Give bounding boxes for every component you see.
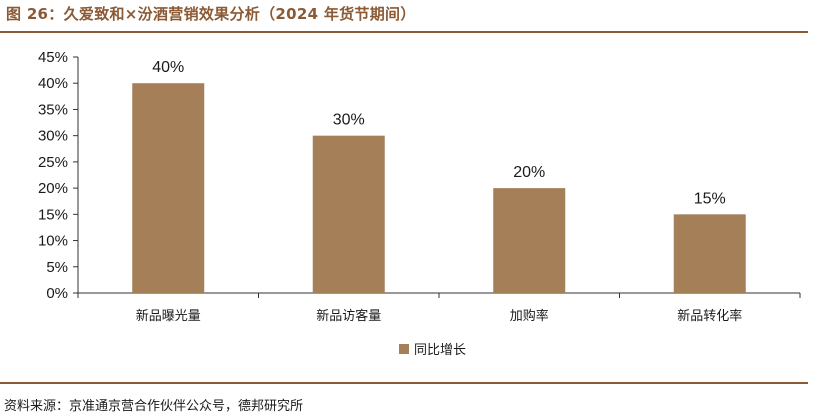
bar-3 xyxy=(493,188,566,293)
bar-2 xyxy=(312,135,385,293)
y-tick-label: 40% xyxy=(38,75,68,92)
source-rule xyxy=(0,382,808,384)
legend-swatch xyxy=(399,344,409,354)
bar-chart: 0% 5% 10% 15% 20% 25% 30% 35% 40% 45% 40% 新品曝光量 30% 新… xyxy=(38,49,801,358)
data-label: 30% xyxy=(333,112,365,129)
data-label: 20% xyxy=(513,164,545,181)
legend-label: 同比增长 xyxy=(414,343,466,358)
y-tick-label: 35% xyxy=(38,101,68,118)
y-tick-label: 5% xyxy=(46,259,68,276)
data-label: 15% xyxy=(694,190,726,207)
x-tick-label: 加购率 xyxy=(510,308,549,324)
y-tick-label: 15% xyxy=(38,206,68,223)
data-label: 40% xyxy=(152,59,184,76)
y-tick-label: 45% xyxy=(38,49,68,66)
x-tick-label: 新品访客量 xyxy=(316,308,381,324)
y-tick-label: 20% xyxy=(38,180,68,197)
x-tick-label: 新品转化率 xyxy=(677,308,742,324)
bar-4 xyxy=(673,214,746,293)
bar-1 xyxy=(132,83,205,293)
y-tick-label: 30% xyxy=(38,128,68,145)
figure-title: 图 26：久爱致和×汾酒营销效果分析（2024 年货节期间） xyxy=(6,5,416,23)
y-tick-label: 10% xyxy=(38,233,68,250)
y-tick-label: 0% xyxy=(46,285,68,302)
title-rule xyxy=(0,31,808,33)
figure-source: 资料来源：京准通京营合作伙伴公众号，德邦研究所 xyxy=(4,399,304,414)
x-tick-label: 新品曝光量 xyxy=(136,308,201,324)
y-tick-label: 25% xyxy=(38,154,68,171)
